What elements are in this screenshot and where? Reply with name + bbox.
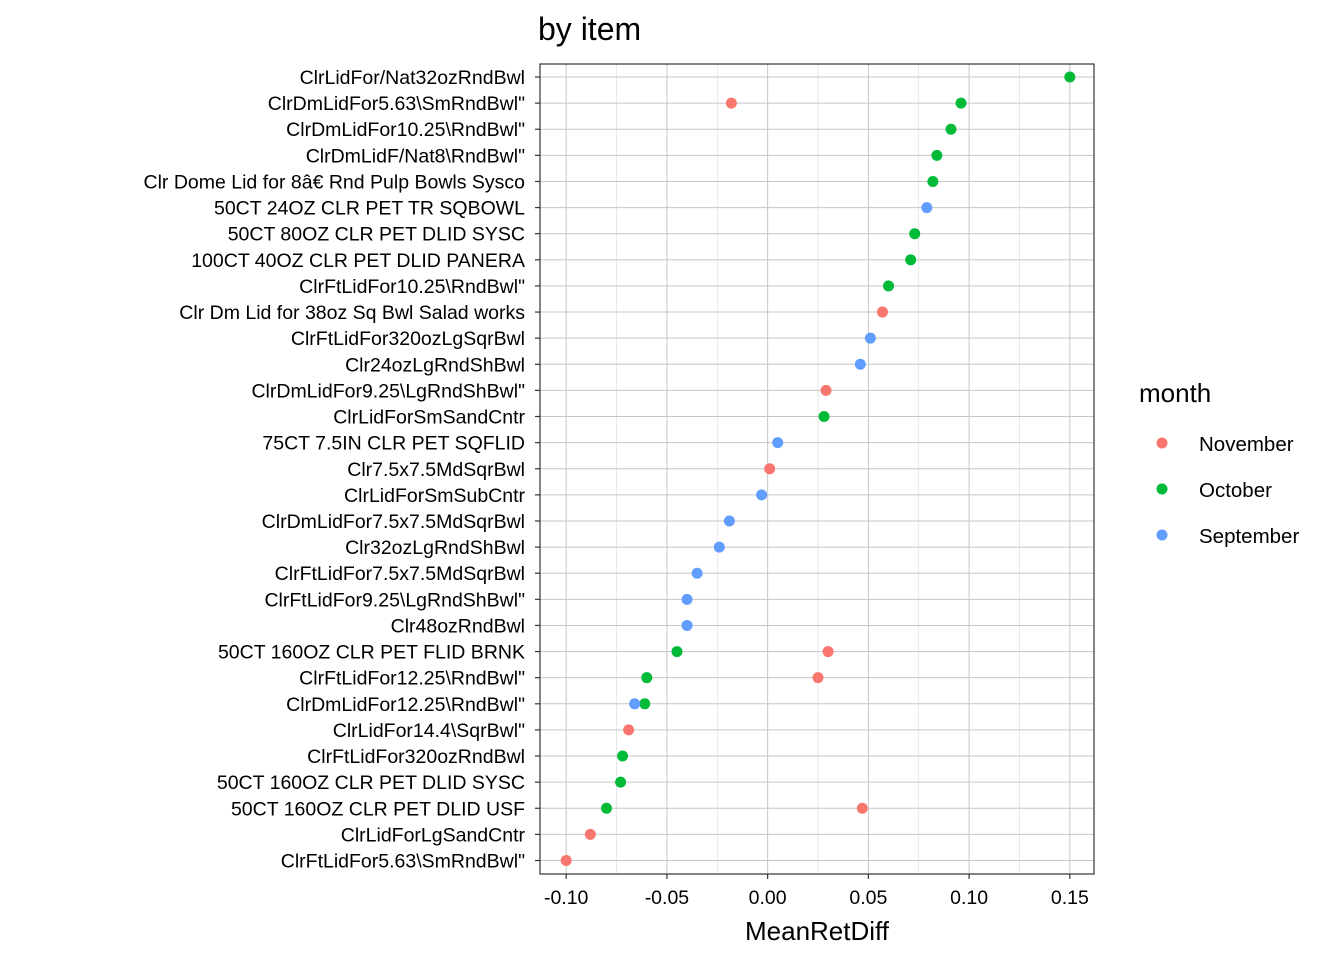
y-tick-label: Clr Dome Lid for 8â€ Rnd Pulp Bowls Sysc… <box>144 171 526 193</box>
data-point-november <box>764 463 776 475</box>
data-point-september <box>756 489 768 501</box>
y-tick-label: Clr24ozLgRndShBwl <box>345 354 525 376</box>
legend-label-september: September <box>1199 525 1299 548</box>
data-point-october <box>671 646 683 658</box>
x-tick-label: 0.15 <box>1051 887 1089 909</box>
data-point-november <box>584 828 596 840</box>
data-point-september <box>713 541 725 553</box>
y-tick-label: ClrFtLidFor12.25\RndBwl" <box>299 668 525 690</box>
y-tick-label: 75CT 7.5IN CLR PET SQFLID <box>262 433 525 455</box>
data-points <box>560 71 1076 866</box>
y-tick-label: ClrLidForSmSubCntr <box>344 485 525 507</box>
x-tick-label: 0.00 <box>749 887 787 909</box>
data-point-november <box>856 802 868 814</box>
data-point-september <box>681 593 693 605</box>
y-tick-label: Clr7.5x7.5MdSqrBwl <box>347 459 525 481</box>
legend-key-october <box>1156 483 1168 495</box>
legend: month November October September <box>1139 378 1299 548</box>
data-point-november <box>812 672 824 684</box>
y-tick-label: ClrLidForLgSandCntr <box>341 824 526 846</box>
data-point-october <box>641 672 653 684</box>
data-point-september <box>854 358 866 370</box>
legend-title: month <box>1139 378 1211 408</box>
data-point-october <box>883 280 895 292</box>
y-tick-label: ClrDmLidFor7.5x7.5MdSqrBwl <box>262 511 525 533</box>
x-tick-label: -0.10 <box>544 887 589 909</box>
x-tick-label: 0.05 <box>849 887 887 909</box>
data-point-september <box>629 698 641 710</box>
legend-key-september <box>1156 529 1168 541</box>
data-point-september <box>723 515 735 527</box>
data-point-october <box>905 254 917 266</box>
data-point-september <box>864 332 876 344</box>
data-point-october <box>818 411 830 423</box>
y-tick-label: ClrDmLidFor12.25\RndBwl" <box>286 694 525 716</box>
y-tick-label: ClrDmLidF/Nat8\RndBwl" <box>306 145 525 167</box>
data-point-november <box>560 855 572 866</box>
y-tick-label: ClrDmLidFor5.63\SmRndBwl" <box>268 93 525 115</box>
y-tick-label: ClrFtLidFor320ozLgSqrBwl <box>291 328 525 350</box>
data-point-october <box>600 802 612 814</box>
data-point-october <box>615 776 627 788</box>
y-tick-label: Clr32ozLgRndShBwl <box>345 537 525 559</box>
y-tick-label: ClrFtLidFor7.5x7.5MdSqrBwl <box>275 563 525 585</box>
data-point-october <box>945 123 957 135</box>
y-tick-label: ClrLidForSmSandCntr <box>333 407 525 429</box>
y-tick-label: Clr48ozRndBwl <box>391 615 525 637</box>
x-axis-label: MeanRetDiff <box>745 916 890 946</box>
data-point-october <box>931 149 943 161</box>
data-point-october <box>955 97 967 109</box>
y-tick-label: ClrFtLidFor320ozRndBwl <box>307 746 525 768</box>
data-point-november <box>820 384 832 396</box>
data-point-october <box>639 698 651 710</box>
y-tick-label: Clr Dm Lid for 38oz Sq Bwl Salad works <box>179 302 525 324</box>
x-tick-label: -0.05 <box>645 887 690 909</box>
data-point-october <box>617 750 629 762</box>
y-tick-label: ClrFtLidFor5.63\SmRndBwl" <box>281 851 525 873</box>
y-tick-label: ClrLidFor14.4\SqrBwl" <box>333 720 525 742</box>
data-point-november <box>623 724 635 736</box>
data-point-november <box>876 306 888 318</box>
data-point-october <box>1064 71 1076 83</box>
data-point-september <box>681 619 693 631</box>
data-point-september <box>772 437 784 449</box>
y-tick-label: 100CT 40OZ CLR PET DLID PANERA <box>191 250 525 272</box>
y-tick-label: ClrFtLidFor10.25\RndBwl" <box>299 276 525 298</box>
y-tick-label: 50CT 160OZ CLR PET FLID BRNK <box>218 642 525 664</box>
y-tick-label: ClrFtLidFor9.25\LgRndShBwl" <box>264 589 525 611</box>
y-axis-labels: ClrLidFor/Nat32ozRndBwl ClrDmLidFor5.63\S… <box>144 67 540 873</box>
y-tick-label: 50CT 80OZ CLR PET DLID SYSC <box>228 224 525 246</box>
data-point-september <box>921 202 933 214</box>
data-point-november <box>725 97 737 109</box>
x-axis: -0.10 -0.05 0.00 0.05 0.10 0.15 <box>544 874 1089 909</box>
legend-key-november <box>1156 437 1168 449</box>
y-tick-label: 50CT 24OZ CLR PET TR SQBOWL <box>214 198 525 220</box>
data-point-november <box>822 646 834 658</box>
data-point-september <box>691 567 703 579</box>
plot-panel <box>539 63 1095 875</box>
data-point-october <box>909 228 921 240</box>
chart-title: by item <box>538 11 641 47</box>
y-tick-label: ClrDmLidFor9.25\LgRndShBwl" <box>251 380 525 402</box>
y-tick-label: ClrLidFor/Nat32ozRndBwl <box>300 67 525 89</box>
legend-label-november: November <box>1199 433 1294 456</box>
y-tick-label: 50CT 160OZ CLR PET DLID USF <box>231 798 525 820</box>
y-tick-label: 50CT 160OZ CLR PET DLID SYSC <box>217 772 525 794</box>
legend-label-october: October <box>1199 479 1272 502</box>
y-tick-label: ClrDmLidFor10.25\RndBwl" <box>286 119 525 141</box>
x-tick-label: 0.10 <box>950 887 988 909</box>
data-point-october <box>927 175 939 187</box>
